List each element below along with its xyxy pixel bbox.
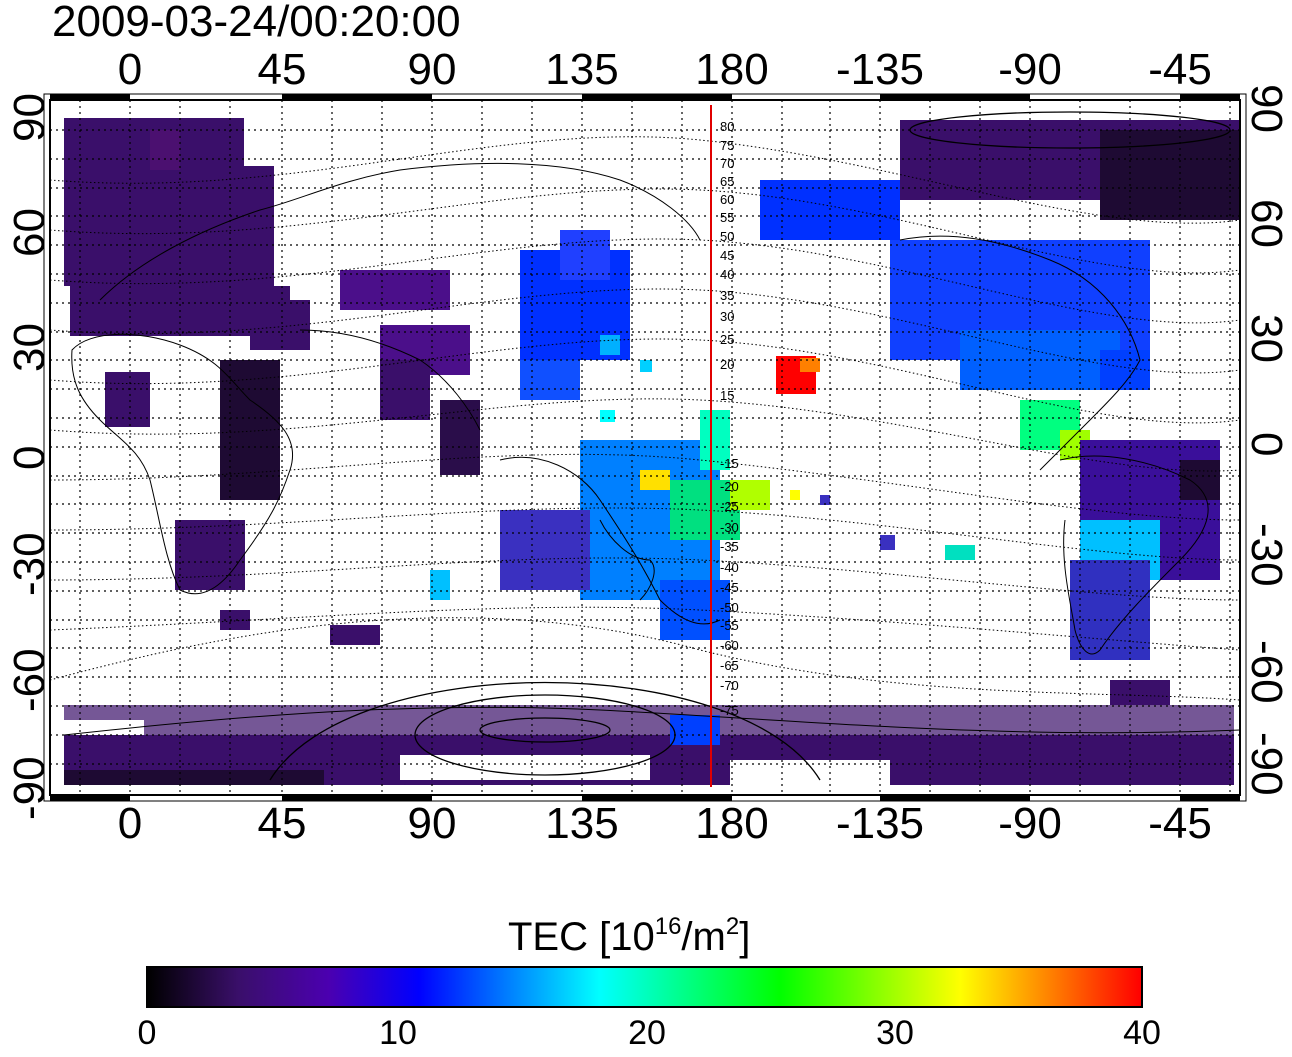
colorbar-tick: 0 [137, 1014, 157, 1052]
bottom-lon-tick: -45 [1148, 799, 1212, 848]
meridian-lat-label: 35 [720, 288, 734, 303]
meridian-lat-label: -25 [720, 499, 739, 514]
top-lon-tick: 135 [545, 45, 619, 94]
meridian-lat-label: -40 [720, 560, 739, 575]
meridian-lat-label: -45 [720, 580, 739, 595]
meridian-lat-label: -60 [720, 638, 739, 653]
colorbar-title: TEC [1016/m2] [508, 905, 750, 959]
meridian-lat-label: 60 [720, 192, 734, 207]
meridian-lat-label: 80 [720, 119, 734, 134]
colorbar-tick: 40 [1123, 1014, 1161, 1052]
magnetic-pole-contours [269, 111, 1231, 781]
coastlines [63, 162, 1240, 736]
top-lon-tick: -90 [998, 45, 1062, 94]
meridian-lat-label: 15 [720, 388, 734, 403]
timestamp-title: 2009-03-24/00:20:00 [52, 0, 461, 46]
meridian-lat-label: 20 [720, 357, 734, 372]
meridian-lat-label: -70 [720, 678, 739, 693]
top-lon-tick: 45 [257, 45, 307, 94]
bottom-lon-tick: -90 [998, 799, 1062, 848]
bottom-lon-tick: 180 [695, 799, 769, 848]
colorbar-title-exponent: 16 [654, 913, 682, 940]
meridian-lat-label: 55 [720, 210, 734, 225]
bottom-lon-tick: -135 [835, 799, 925, 848]
meridian-lat-label: -50 [720, 600, 739, 615]
meridian-latitude-labels: 80 75 70 65 60 55 50 45 40 35 30 25 20 1… [720, 119, 739, 718]
bottom-lon-tick: 45 [257, 799, 307, 848]
top-lon-tick: 90 [407, 45, 457, 94]
meridian-lat-label: 40 [720, 267, 734, 282]
meridian-lat-label: 75 [720, 138, 734, 153]
map-grid [50, 100, 1240, 795]
top-lon-tick: 180 [695, 45, 769, 94]
colorbar-tick: 10 [379, 1014, 417, 1052]
geomagnetic-contours [50, 136, 1240, 701]
meridian-lat-label: 70 [720, 156, 734, 171]
colorbar-title-suffix: ] [739, 915, 751, 959]
meridian-lat-label: -15 [720, 456, 739, 471]
top-lon-tick: 0 [117, 45, 143, 94]
meridian-lat-label: -20 [720, 479, 739, 494]
colorbar-title-exponent-2: 2 [725, 913, 740, 940]
colorbar-tick: 20 [628, 1014, 666, 1052]
meridian-lat-label: -75 [720, 703, 739, 718]
bottom-lon-tick: 0 [117, 799, 143, 848]
bottom-lon-tick: 90 [407, 799, 457, 848]
tec-data-layer [64, 118, 1240, 785]
colorbar [146, 966, 1143, 1008]
meridian-lat-label: 50 [720, 229, 734, 244]
bottom-lon-tick: 135 [545, 799, 619, 848]
meridian-lat-label: 25 [720, 332, 734, 347]
meridian-lat-label: -35 [720, 539, 739, 554]
top-lon-tick: -45 [1148, 45, 1212, 94]
colorbar-title-prefix: TEC [10 [508, 915, 655, 959]
meridian-lat-label: -65 [720, 658, 739, 673]
meridian-lat-label: 30 [720, 309, 734, 324]
colorbar-tick: 30 [876, 1014, 914, 1052]
map-frame [49, 99, 1241, 796]
top-lon-tick: -135 [835, 45, 925, 94]
meridian-lat-label: 65 [720, 174, 734, 189]
frame-band [50, 94, 1240, 801]
map-outer-frame [43, 93, 1247, 802]
meridian-lat-label: 45 [720, 248, 734, 263]
meridian-lat-label: -30 [720, 520, 739, 535]
colorbar-title-unit: /m [681, 915, 726, 959]
meridian-lat-label: -55 [720, 618, 739, 633]
